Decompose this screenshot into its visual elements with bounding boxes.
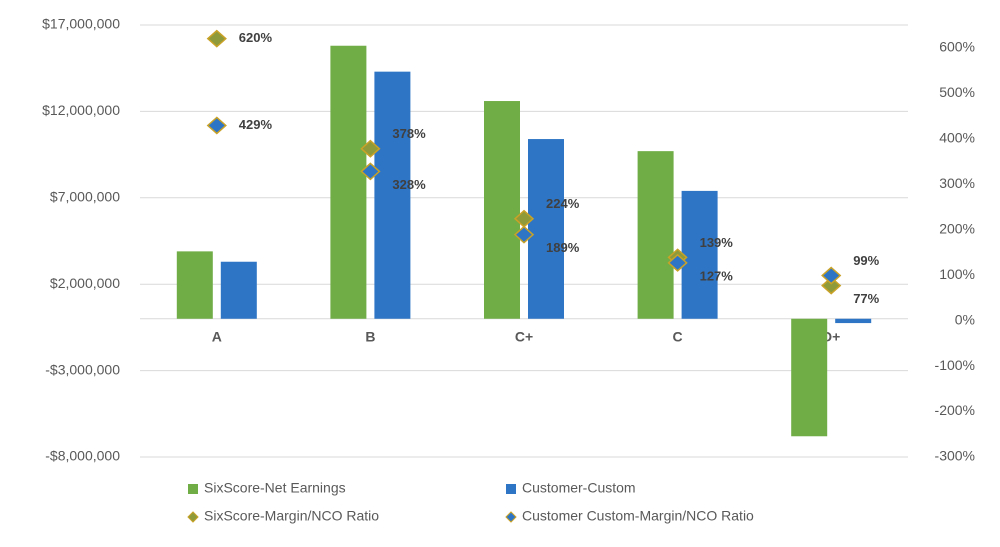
bar: [176, 251, 213, 319]
data-label: 127%: [700, 268, 734, 283]
legend-label: Customer-Custom: [522, 480, 636, 496]
y2-tick-label: 200%: [939, 220, 975, 236]
y2-tick-label: 100%: [939, 266, 975, 282]
diamond-marker: [821, 276, 842, 295]
y2-tick-label: 300%: [939, 175, 975, 191]
bar: [220, 261, 257, 319]
legend-swatch: [505, 511, 517, 523]
legend-swatch: [188, 484, 198, 494]
y2-tick-label: -200%: [935, 402, 975, 418]
y-tick-label: $7,000,000: [50, 189, 120, 205]
legend-label: SixScore-Margin/NCO Ratio: [204, 508, 379, 524]
bar: [637, 151, 674, 319]
data-label: 99%: [853, 253, 879, 268]
data-label: 139%: [700, 235, 734, 250]
legend-swatch: [187, 511, 199, 523]
x-tick-label: B: [365, 329, 375, 345]
legend-label: Customer Custom-Margin/NCO Ratio: [522, 508, 754, 524]
data-label: 620%: [239, 30, 273, 45]
bar: [528, 139, 564, 319]
legend-swatch: [506, 484, 516, 494]
y2-tick-label: -300%: [935, 448, 975, 464]
y2-tick-label: 600%: [939, 38, 975, 54]
legend-label: SixScore-Net Earnings: [204, 480, 346, 496]
y-tick-label: -$3,000,000: [45, 361, 120, 377]
y-tick-label: $2,000,000: [50, 275, 120, 291]
y2-tick-label: 0%: [955, 311, 975, 327]
diamond-marker: [206, 29, 227, 48]
data-label: 189%: [546, 240, 580, 255]
diamond-marker: [821, 266, 842, 285]
data-label: 429%: [239, 117, 273, 132]
diamond-marker: [206, 116, 227, 135]
diamond-marker: [360, 162, 381, 181]
bar: [835, 318, 872, 324]
y-tick-label: $12,000,000: [42, 102, 120, 118]
x-tick-label: A: [212, 329, 222, 345]
y-tick-label: $17,000,000: [42, 16, 120, 32]
y-tick-label: -$8,000,000: [45, 448, 120, 464]
diamond-marker: [667, 253, 688, 272]
data-label: 378%: [392, 126, 426, 141]
y2-tick-label: 400%: [939, 129, 975, 145]
bar: [484, 101, 520, 319]
bar: [681, 190, 718, 319]
y2-tick-label: 500%: [939, 84, 975, 100]
diamond-marker: [513, 225, 535, 244]
diamond-marker: [360, 139, 381, 158]
data-label: 328%: [392, 177, 426, 192]
bar: [330, 45, 367, 319]
x-tick-label: C+: [515, 329, 533, 345]
data-label: 224%: [546, 196, 580, 211]
x-tick-label: C: [673, 329, 683, 345]
bar: [374, 71, 411, 319]
y2-tick-label: -100%: [935, 357, 975, 373]
bar: [791, 318, 828, 437]
data-label: 77%: [853, 291, 879, 306]
